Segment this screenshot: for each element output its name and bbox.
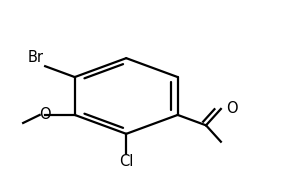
Text: Br: Br bbox=[28, 50, 44, 65]
Text: O: O bbox=[226, 101, 238, 116]
Text: Cl: Cl bbox=[119, 154, 134, 169]
Text: O: O bbox=[39, 107, 51, 122]
